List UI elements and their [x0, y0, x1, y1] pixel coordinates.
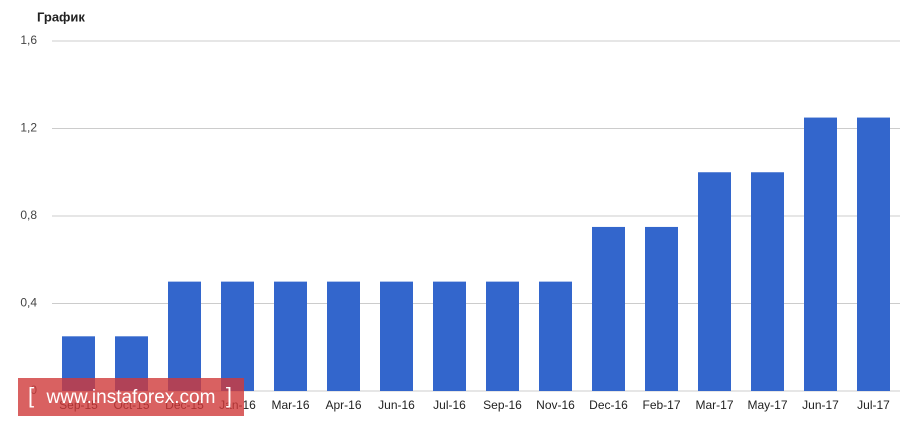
bar [539, 281, 572, 391]
watermark-text: www.instaforex.com [46, 387, 216, 408]
y-tick-label: 1,2 [20, 121, 37, 135]
x-tick-label: Sep-16 [483, 398, 522, 412]
y-tick-label: 1,6 [20, 33, 37, 47]
watermark-bracket: ] [226, 383, 232, 408]
x-tick-label: Jul-17 [857, 398, 890, 412]
bar [486, 281, 519, 391]
plot-area: 00,40,81,21,6Sep-15Oct-15Dec-15Jan-16Mar… [20, 33, 900, 412]
y-tick-label: 0,8 [20, 208, 37, 222]
bar [433, 281, 466, 391]
x-tick-label: May-17 [747, 398, 787, 412]
watermark: [ www.instaforex.com ] [18, 378, 244, 416]
bar [274, 281, 307, 391]
x-tick-label: Feb-17 [642, 398, 680, 412]
bar [592, 226, 625, 391]
bar [804, 117, 837, 391]
bar [857, 117, 890, 391]
bar [168, 281, 201, 391]
watermark-box [18, 378, 244, 416]
bar [645, 226, 678, 391]
bar [698, 172, 731, 391]
x-tick-label: Jul-16 [433, 398, 466, 412]
x-tick-label: Mar-16 [271, 398, 309, 412]
x-tick-label: Mar-17 [695, 398, 733, 412]
chart-title: График [37, 9, 85, 24]
bar [221, 281, 254, 391]
bar [751, 172, 784, 391]
bar [380, 281, 413, 391]
bar [327, 281, 360, 391]
x-tick-label: Jun-16 [378, 398, 415, 412]
x-tick-label: Apr-16 [325, 398, 361, 412]
watermark-bracket: [ [28, 383, 34, 408]
x-tick-label: Dec-16 [589, 398, 628, 412]
x-tick-label: Nov-16 [536, 398, 575, 412]
x-tick-label: Jun-17 [802, 398, 839, 412]
y-tick-label: 0,4 [20, 296, 37, 310]
